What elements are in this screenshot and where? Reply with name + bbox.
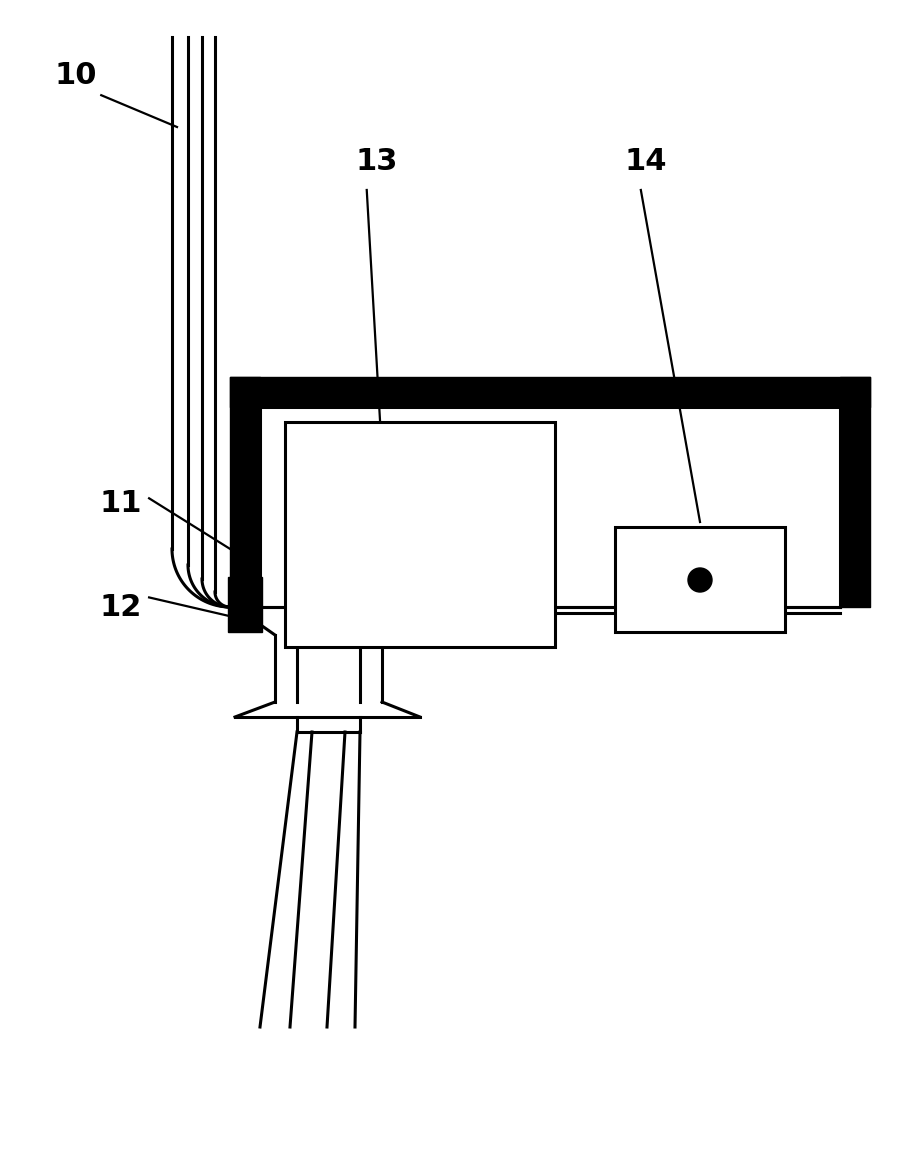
- Text: 12: 12: [100, 592, 143, 622]
- Text: 13: 13: [355, 147, 398, 177]
- Text: 10: 10: [55, 60, 98, 90]
- Text: 14: 14: [624, 147, 667, 177]
- Bar: [228, 577, 262, 632]
- Bar: [285, 422, 555, 647]
- Text: 11: 11: [100, 488, 143, 518]
- Bar: [615, 526, 785, 632]
- Circle shape: [688, 568, 712, 592]
